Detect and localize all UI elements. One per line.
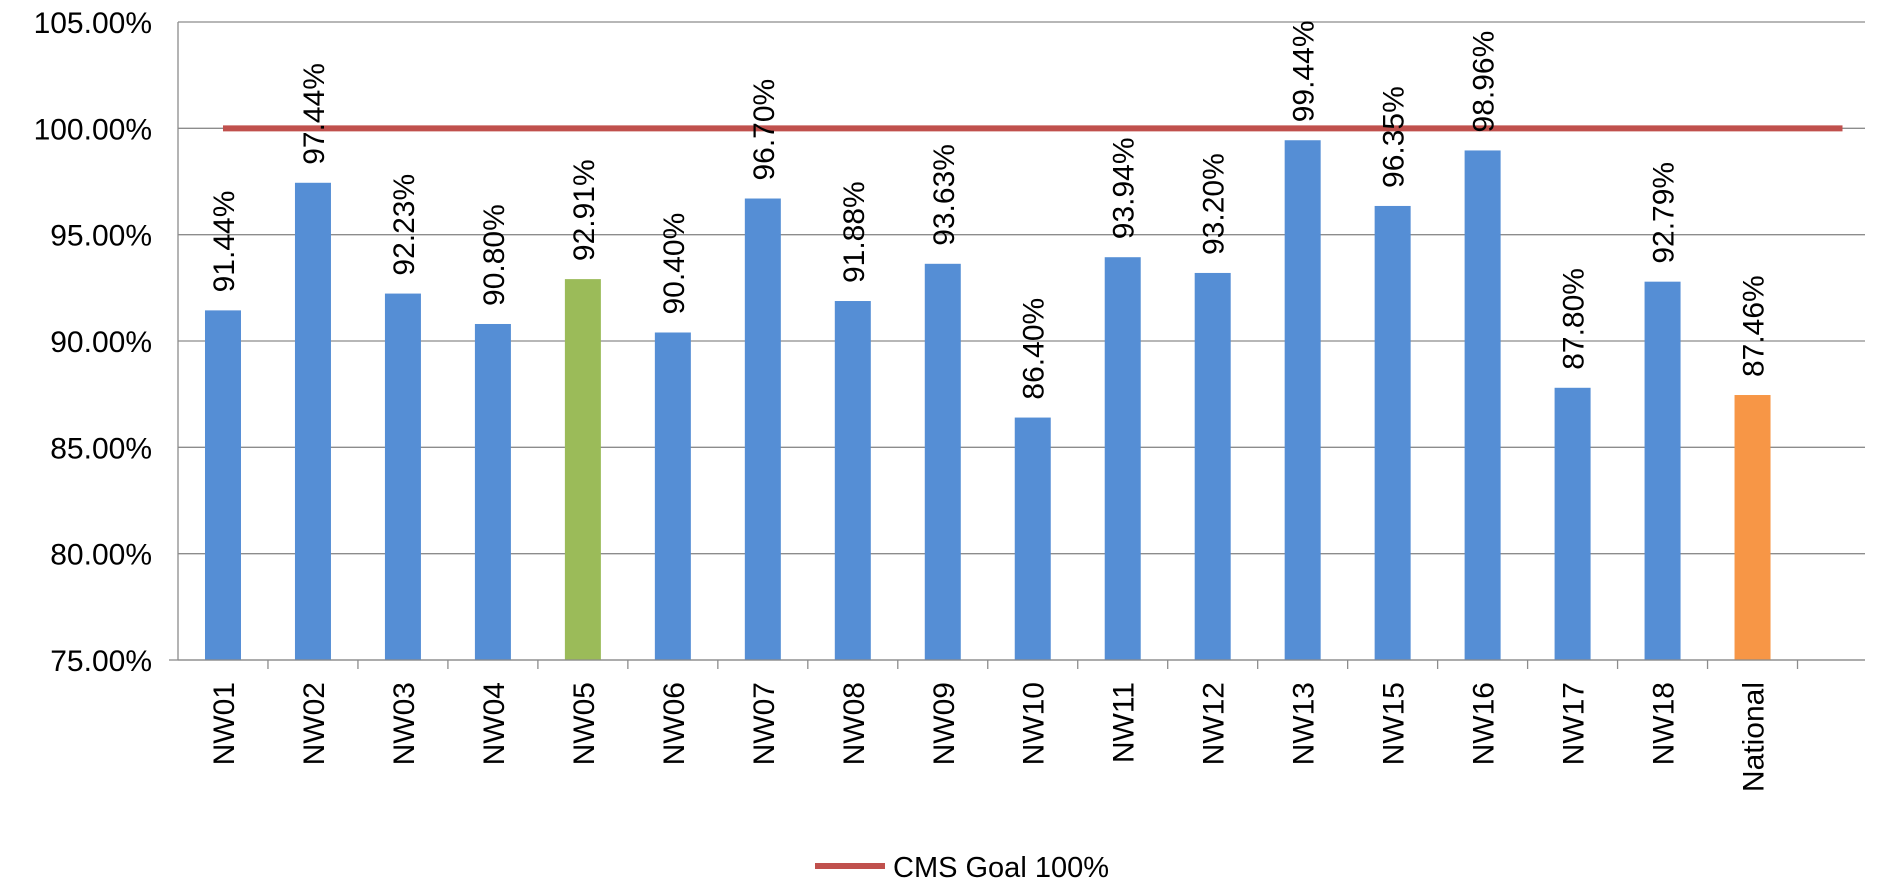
bar-nw07 bbox=[744, 198, 781, 660]
bar-nw06 bbox=[654, 332, 691, 660]
bar-nw12 bbox=[1194, 272, 1231, 660]
x-tick-label: NW11 bbox=[1108, 682, 1141, 763]
x-tick-label: NW01 bbox=[208, 682, 241, 765]
x-tick-label: NW15 bbox=[1378, 682, 1411, 765]
bar-nw03 bbox=[384, 293, 421, 660]
data-label: 97.44% bbox=[298, 63, 331, 165]
bar-national bbox=[1734, 395, 1771, 660]
y-tick-label: 80.00% bbox=[50, 539, 152, 572]
x-tick-label: NW07 bbox=[748, 682, 781, 765]
data-label: 90.80% bbox=[478, 204, 511, 306]
y-tick-label: 100.00% bbox=[34, 113, 152, 146]
data-label: 86.40% bbox=[1018, 298, 1051, 400]
bar-nw13 bbox=[1284, 140, 1321, 660]
y-tick-label: 95.00% bbox=[50, 220, 152, 253]
y-tick-label: 75.00% bbox=[50, 645, 152, 678]
y-axis-ticks: 75.00% 80.00% 85.00% 90.00% 95.00% 100.00% 105… bbox=[34, 7, 152, 678]
x-tick-label: NW18 bbox=[1648, 682, 1681, 765]
bar-nw02 bbox=[294, 182, 331, 660]
data-label: 91.88% bbox=[838, 181, 871, 283]
x-tick-label: NW13 bbox=[1288, 682, 1321, 765]
legend: CMS Goal 100% bbox=[815, 852, 1109, 881]
bars bbox=[204, 140, 1771, 660]
bar-nw08 bbox=[834, 301, 871, 660]
x-tick-label: NW02 bbox=[298, 682, 331, 765]
data-label: 98.96% bbox=[1468, 31, 1501, 133]
y-tick-label: 105.00% bbox=[34, 7, 152, 40]
axes bbox=[169, 22, 1865, 669]
data-label: 92.23% bbox=[388, 174, 421, 276]
data-label: 87.80% bbox=[1558, 268, 1591, 370]
data-label: 87.46% bbox=[1738, 275, 1771, 377]
bar-nw10 bbox=[1014, 417, 1051, 660]
legend-label-goal: CMS Goal 100% bbox=[893, 852, 1109, 881]
data-label: 91.44% bbox=[208, 191, 241, 293]
data-label: 90.40% bbox=[658, 213, 691, 315]
bar-nw17 bbox=[1554, 387, 1591, 660]
data-labels: 91.44% 97.44% 92.23% 90.80% 92.91% 90.40% 96.7… bbox=[208, 20, 1771, 399]
data-label: 96.35% bbox=[1378, 86, 1411, 188]
x-tick-label: NW08 bbox=[838, 682, 871, 765]
bar-nw16 bbox=[1464, 150, 1501, 660]
y-tick-label: 90.00% bbox=[50, 326, 152, 359]
data-label: 92.79% bbox=[1648, 162, 1681, 264]
x-tick-label: NW04 bbox=[478, 682, 511, 765]
data-label: 92.91% bbox=[568, 159, 601, 261]
x-tick-label: NW05 bbox=[568, 682, 601, 765]
data-label: 93.20% bbox=[1198, 153, 1231, 255]
y-tick-label: 85.00% bbox=[50, 432, 152, 465]
x-tick-label: NW10 bbox=[1018, 682, 1051, 765]
bar-nw09 bbox=[924, 263, 961, 660]
bar-nw15 bbox=[1374, 205, 1411, 660]
x-tick-label: NW12 bbox=[1198, 682, 1231, 765]
x-tick-label: NW16 bbox=[1468, 682, 1501, 765]
data-label: 93.63% bbox=[928, 144, 961, 246]
bar-nw05 bbox=[564, 279, 601, 660]
data-label: 93.94% bbox=[1108, 137, 1141, 239]
x-tick-label: NW06 bbox=[658, 682, 691, 765]
data-label: 96.70% bbox=[748, 79, 781, 181]
bar-nw01 bbox=[204, 310, 241, 660]
data-label: 99.44% bbox=[1288, 20, 1321, 122]
x-tick-label: NW17 bbox=[1558, 682, 1591, 765]
x-axis-ticks: NW01 NW02 NW03 NW04 NW05 NW06 NW07 NW08 NW09 NW10… bbox=[208, 682, 1771, 792]
bar-nw18 bbox=[1644, 281, 1681, 660]
x-tick-label: National bbox=[1738, 682, 1771, 792]
x-tick-label: NW03 bbox=[388, 682, 421, 765]
x-tick-label: NW09 bbox=[928, 682, 961, 765]
bar-nw11 bbox=[1104, 257, 1141, 660]
bar-nw04 bbox=[474, 323, 511, 660]
